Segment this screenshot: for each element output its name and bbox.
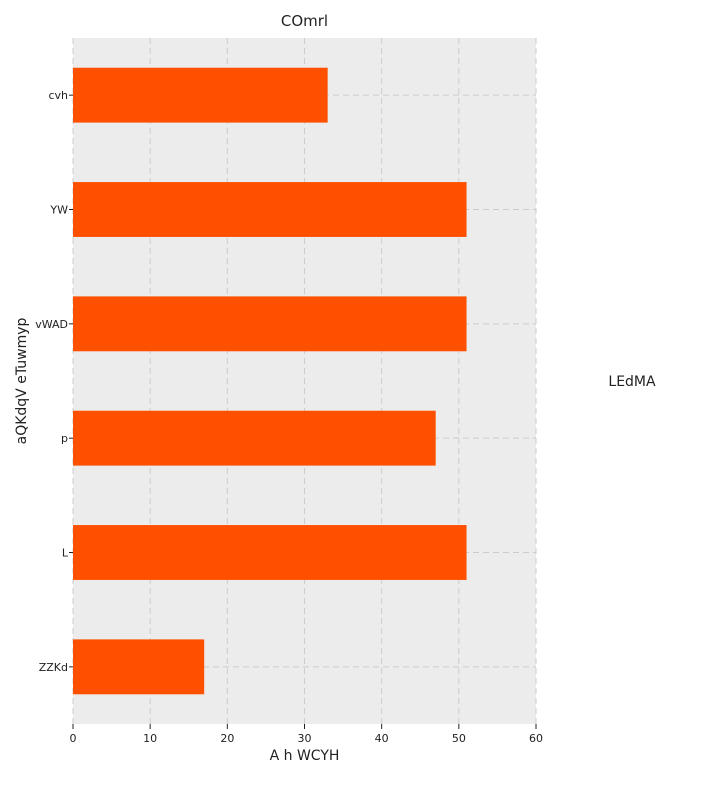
x-tick-label: 10 [143, 732, 157, 745]
x-tick-label: 60 [529, 732, 543, 745]
y-tick-label: YW [49, 204, 68, 217]
y-tick-label: p [61, 432, 68, 445]
bars [73, 67, 467, 695]
x-tick-label: 20 [220, 732, 234, 745]
bar-p [73, 410, 436, 466]
chart-title: COmrl [281, 12, 328, 30]
x-axis-title: A h WCYH [270, 748, 340, 764]
y-axis-title: aQKdqV eTuwmyp [14, 318, 30, 445]
x-tick-label: 40 [375, 732, 389, 745]
bar-YW [73, 182, 467, 237]
legend-entry: LEdMA [608, 374, 656, 390]
x-tick-label: 50 [452, 732, 466, 745]
y-tick-label: ZZKd [39, 661, 68, 674]
x-tick-label: 0 [70, 732, 77, 745]
x-tick-label: 30 [298, 732, 312, 745]
y-tick-label: vWAD [35, 318, 68, 331]
x-axis-ticks: 0 10 20 30 40 50 60 [70, 724, 543, 745]
bar-vWAD [73, 296, 467, 352]
y-tick-label: L [62, 547, 69, 560]
bar-L [73, 525, 467, 580]
bar-ZZKd [73, 639, 205, 695]
y-axis-ticks: cvh YW vWAD p L ZZKd [35, 89, 73, 674]
bar-cvh [73, 67, 328, 123]
y-tick-label: cvh [48, 89, 68, 102]
